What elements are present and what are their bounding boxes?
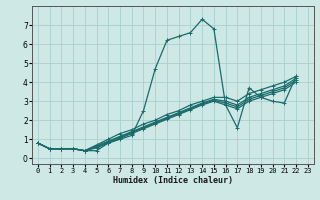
X-axis label: Humidex (Indice chaleur): Humidex (Indice chaleur) <box>113 176 233 185</box>
